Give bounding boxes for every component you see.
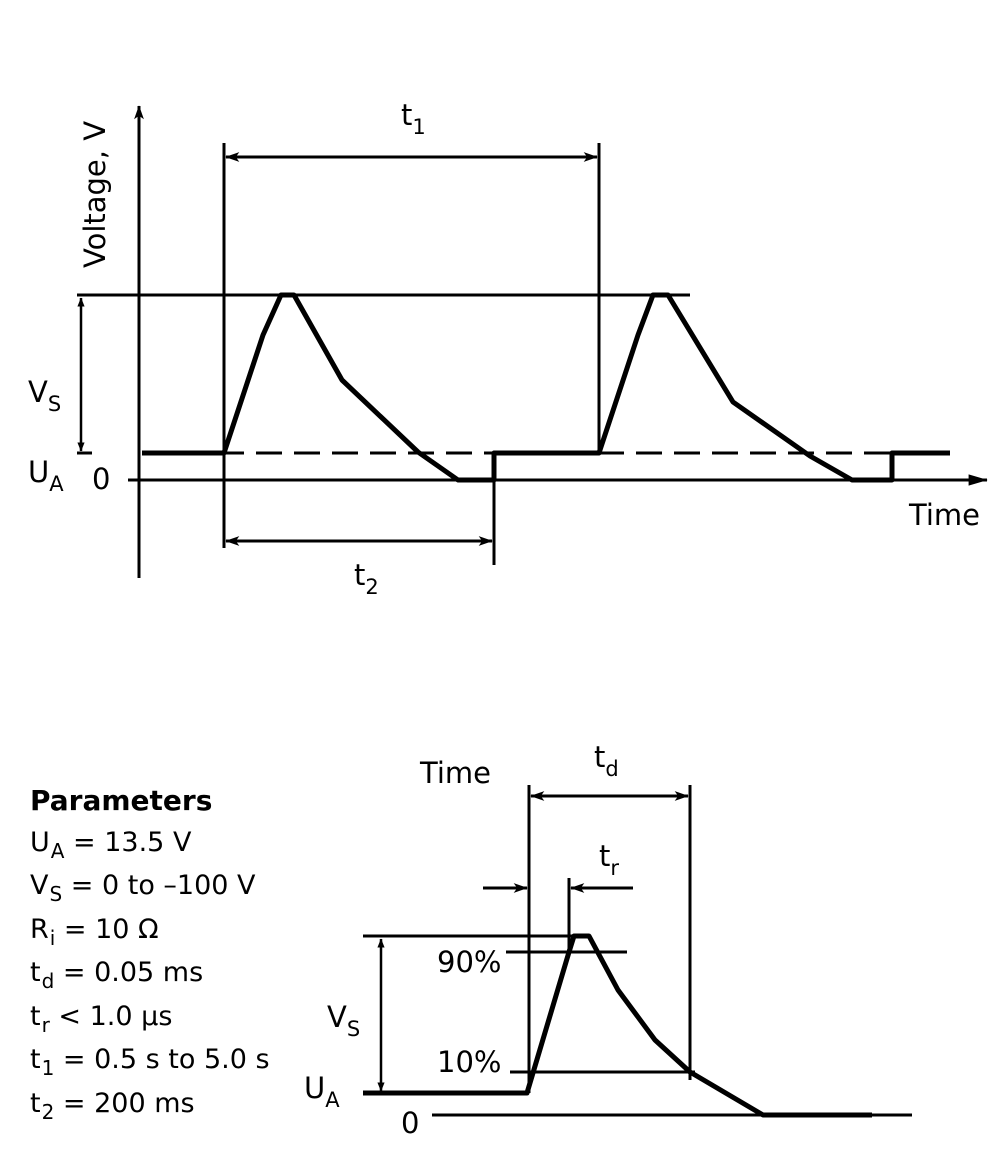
- param-row-td: td = 0.05 ms: [30, 957, 204, 993]
- ua-label: UA: [28, 455, 64, 496]
- param-row-tr: tr < 1.0 μs: [30, 1000, 173, 1037]
- pulse-detail-waveform: [363, 933, 872, 1118]
- param-row-t1: t1 = 0.5 s to 5.0 s: [30, 1044, 270, 1080]
- vs-label: VS: [327, 1000, 360, 1041]
- p10-label: 10%: [437, 1045, 501, 1079]
- tr-label: tr: [599, 839, 619, 880]
- zero-label: 0: [92, 462, 110, 496]
- t1-label: t1: [401, 98, 426, 139]
- vs-label: VS: [28, 375, 61, 416]
- param-row-t2: t2 = 200 ms: [30, 1087, 195, 1124]
- top-diagram: Voltage, V Time t1 t2 VS UA 0: [28, 98, 988, 599]
- p90-label: 90%: [437, 945, 501, 979]
- parameters-title: Parameters: [30, 784, 213, 817]
- zero-label: 0: [401, 1106, 419, 1140]
- x-axis-label: Time: [908, 498, 980, 532]
- param-row-ua: UA = 13.5 V: [30, 826, 192, 863]
- time-label: Time: [419, 756, 491, 790]
- y-axis-label: Voltage, V: [78, 121, 112, 268]
- param-row-ri: Ri = 10 Ω: [30, 913, 159, 950]
- ua-label: UA: [304, 1071, 340, 1112]
- bottom-diagram: Time td tr 90% 10% VS UA 0: [304, 740, 912, 1140]
- td-label: td: [594, 740, 619, 781]
- t2-label: t2: [354, 558, 379, 599]
- parameters-block: Parameters UA = 13.5 V VS = 0 to –100 V …: [30, 780, 270, 1126]
- param-row-vs: VS = 0 to –100 V: [30, 870, 256, 906]
- pulse-waveform: [142, 292, 950, 483]
